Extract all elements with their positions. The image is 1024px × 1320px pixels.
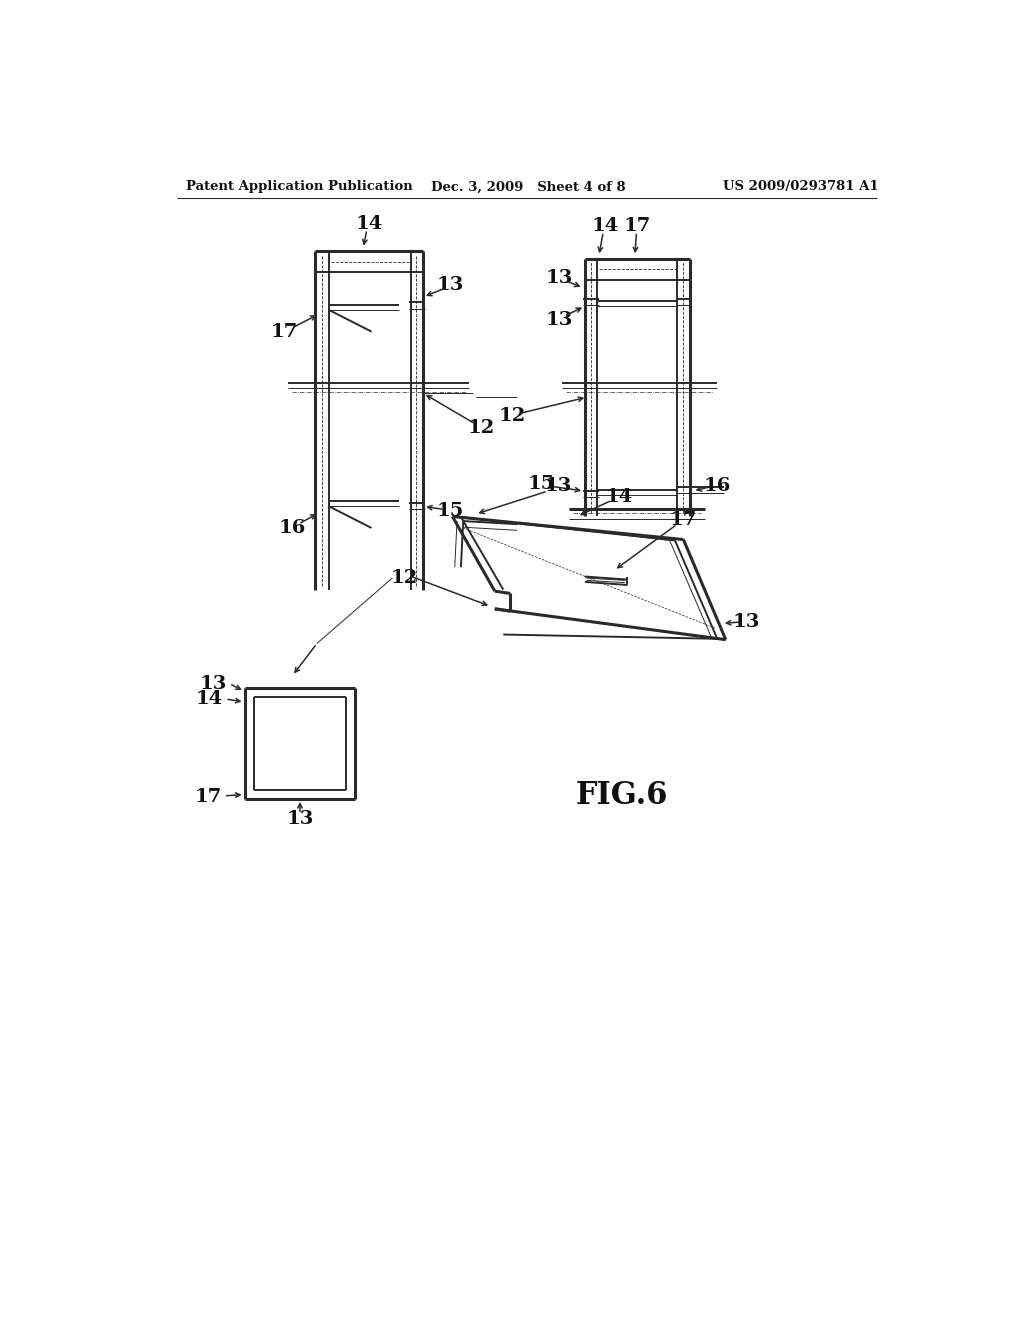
Text: Dec. 3, 2009   Sheet 4 of 8: Dec. 3, 2009 Sheet 4 of 8 xyxy=(431,181,626,194)
Text: Patent Application Publication: Patent Application Publication xyxy=(186,181,413,194)
Text: 13: 13 xyxy=(436,276,464,294)
Text: 12: 12 xyxy=(390,569,418,587)
Text: 17: 17 xyxy=(624,218,651,235)
Text: 13: 13 xyxy=(287,810,313,828)
Text: US 2009/0293781 A1: US 2009/0293781 A1 xyxy=(724,181,879,194)
Text: 13: 13 xyxy=(546,269,573,286)
Text: 12: 12 xyxy=(467,418,495,437)
Text: 17: 17 xyxy=(195,788,221,807)
Text: 14: 14 xyxy=(592,218,620,235)
Text: 14: 14 xyxy=(196,690,223,708)
Text: 17: 17 xyxy=(271,322,298,341)
Text: FIG.6: FIG.6 xyxy=(575,780,668,812)
Text: 12: 12 xyxy=(498,408,525,425)
Text: 13: 13 xyxy=(733,612,760,631)
Text: 14: 14 xyxy=(355,215,383,232)
Text: 15: 15 xyxy=(527,475,555,494)
Text: 15: 15 xyxy=(436,502,464,520)
Text: 14: 14 xyxy=(606,488,633,506)
Text: 13: 13 xyxy=(200,675,226,693)
Text: 13: 13 xyxy=(544,477,571,495)
Text: 17: 17 xyxy=(670,511,697,529)
Text: 16: 16 xyxy=(279,519,306,537)
Text: 13: 13 xyxy=(546,312,573,329)
Text: 16: 16 xyxy=(703,477,731,495)
